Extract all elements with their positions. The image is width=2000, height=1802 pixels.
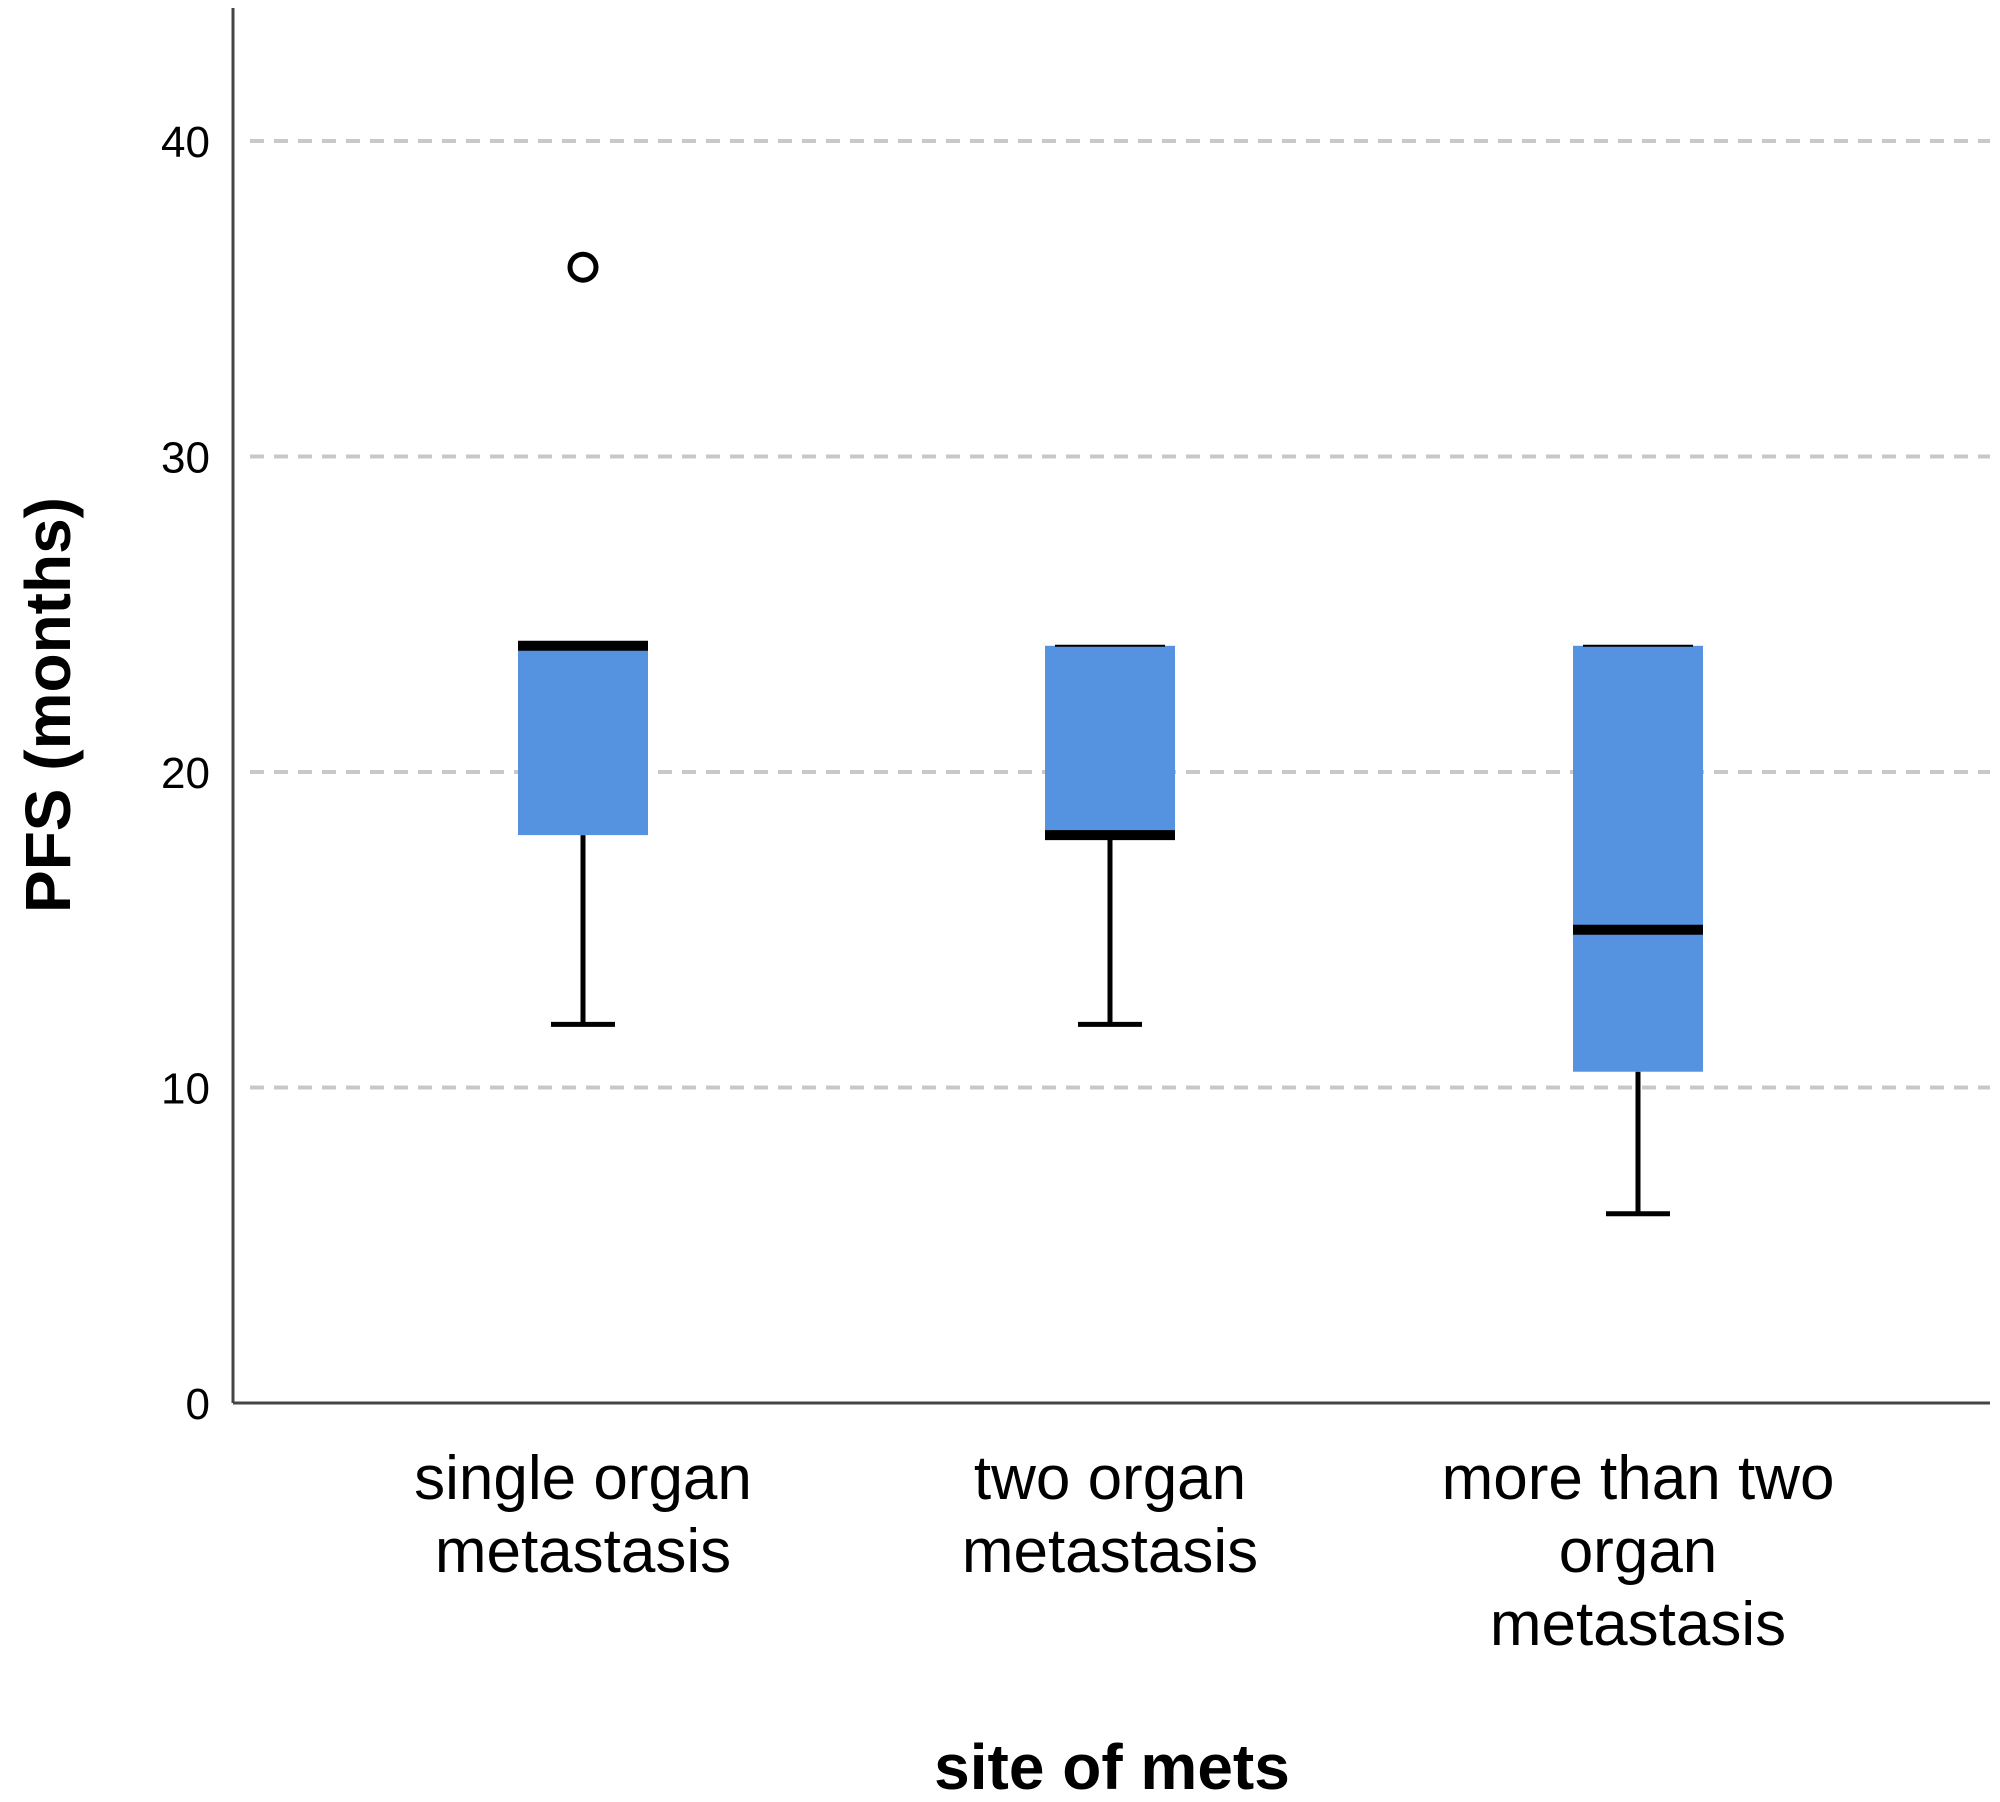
y-tick-label: 40 xyxy=(161,118,210,167)
y-tick-labels: 0 10 20 30 40 xyxy=(161,118,210,1429)
box-group xyxy=(1045,644,1175,1027)
x-category-label: metastasis xyxy=(1490,1590,1786,1659)
iqr-box xyxy=(1045,645,1175,836)
y-tick-label: 30 xyxy=(161,434,210,483)
x-category-label: more than two xyxy=(1442,1444,1835,1513)
iqr-box xyxy=(518,645,648,836)
box-group xyxy=(1573,644,1703,1217)
x-category-label: single organ xyxy=(414,1444,752,1513)
y-tick-label: 10 xyxy=(161,1065,210,1114)
box-group xyxy=(518,251,648,1027)
x-category-label: two organ xyxy=(974,1444,1246,1513)
x-category-label: organ xyxy=(1559,1517,1718,1586)
gridlines xyxy=(250,139,1990,1090)
axes xyxy=(231,8,1990,1405)
x-category-label: metastasis xyxy=(435,1517,731,1586)
outlier-point xyxy=(567,251,599,283)
x-category-label: metastasis xyxy=(962,1517,1258,1586)
y-axis-title: PFS (months) xyxy=(12,497,84,913)
y-tick-label: 0 xyxy=(186,1380,210,1429)
x-axis-title: site of mets xyxy=(934,1731,1290,1802)
iqr-box xyxy=(1573,645,1703,1072)
y-tick-label: 20 xyxy=(161,749,210,798)
boxes xyxy=(518,251,1703,1217)
